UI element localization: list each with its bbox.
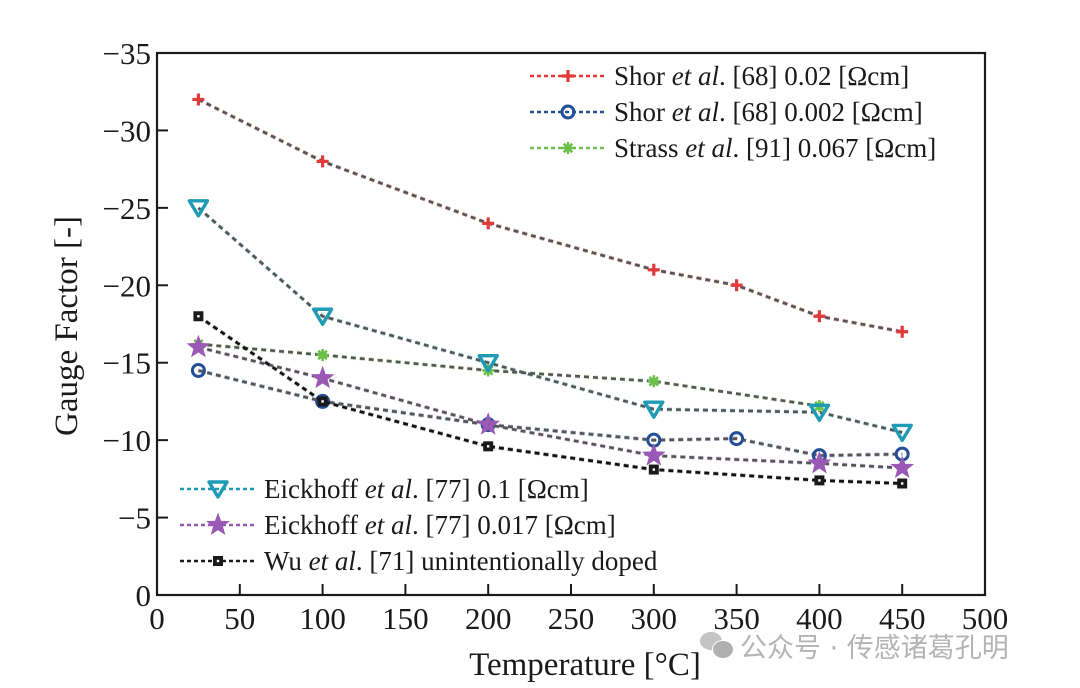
x-tick-label: 400 — [796, 601, 843, 636]
y-tick-label: 0 — [136, 578, 152, 613]
series-4 — [187, 199, 913, 443]
data-point — [316, 155, 329, 168]
data-point — [641, 443, 666, 466]
series-3 — [192, 338, 826, 413]
y-tick-label: −30 — [103, 113, 151, 148]
data-point — [647, 263, 660, 276]
data-point — [814, 475, 825, 486]
x-tick-label: 500 — [962, 601, 1009, 636]
legend-marker-star-icon — [206, 512, 230, 536]
x-tick-label: 250 — [548, 601, 595, 636]
x-axis: 0 50 100 150 200 250 300 350 400 450 500 — [149, 584, 1008, 636]
watermark: 公众号 · 传感诸葛孔明 — [700, 626, 1009, 665]
watermark-text: 公众号 · 传感诸葛孔明 — [740, 633, 1009, 664]
x-tick-label: 300 — [631, 601, 678, 636]
series-line-dash — [197, 315, 903, 485]
data-point — [193, 311, 204, 322]
x-tick-label: 100 — [299, 601, 346, 636]
data-point — [648, 464, 659, 475]
legend-marker-triangle-down-icon — [207, 480, 229, 499]
series-1 — [192, 93, 909, 338]
legend-label: Eickhoff et al. [77] 0.1 [Ωcm] — [264, 474, 589, 504]
legend-marker-plus-icon — [562, 70, 574, 82]
data-point — [647, 375, 660, 388]
data-point — [317, 396, 328, 407]
series-6 — [193, 311, 908, 489]
data-point — [807, 450, 832, 474]
data-point — [311, 307, 334, 326]
legend-entry: Strass et al. [91] 0.067 [Ωcm] — [530, 133, 936, 163]
legend-entry: Shor et al. [68] 0.02 [Ωcm] — [530, 61, 909, 91]
data-point — [190, 362, 206, 378]
legend-upper: Shor et al. [68] 0.02 [Ωcm] Shor et al. [… — [530, 61, 936, 163]
y-axis-title: Gauge Factor [-] — [49, 216, 85, 436]
x-tick-label: 450 — [879, 601, 926, 636]
y-tick-label: −35 — [103, 36, 151, 71]
legend-marker-circle-icon — [560, 104, 576, 120]
legend-marker-square-icon — [213, 556, 223, 566]
y-tick-label: −15 — [103, 346, 151, 381]
data-point — [890, 455, 915, 479]
data-point — [808, 403, 831, 422]
y-tick-label: −20 — [103, 268, 151, 303]
legend-entry: Eickhoff et al. [77] 0.1 [Ωcm] — [180, 474, 589, 504]
series-line-dash — [198, 345, 903, 470]
y-tick-label: −10 — [103, 423, 151, 458]
data-point — [316, 348, 329, 361]
series-5 — [186, 334, 915, 479]
legend-label: Shor et al. [68] 0.02 [Ωcm] — [614, 61, 909, 91]
legend-label: Eickhoff et al. [77] 0.017 [Ωcm] — [264, 510, 616, 540]
legend-marker-asterisk-icon — [562, 142, 574, 154]
data-point — [643, 400, 665, 419]
series-line-dash — [197, 206, 903, 434]
x-axis-title: Temperature [°C] — [469, 647, 701, 683]
data-point — [813, 310, 826, 323]
legend-label: Wu et al. [71] unintentionally doped — [264, 546, 658, 576]
legend-lower: Eickhoff et al. [77] 0.1 [Ωcm] Eickhoff e… — [180, 474, 658, 576]
data-point — [186, 334, 211, 358]
y-axis: 0 −5 −10 −15 −20 −25 −30 −35 — [103, 36, 168, 613]
data-point — [896, 325, 909, 338]
data-point — [315, 393, 331, 409]
x-tick-label: 350 — [713, 601, 760, 636]
legend-label: Strass et al. [91] 0.067 [Ωcm] — [614, 133, 936, 163]
legend-entry: Shor et al. [68] 0.002 [Ωcm] — [530, 97, 923, 127]
data-point — [476, 412, 501, 435]
x-tick-label: 200 — [465, 601, 512, 636]
series-2 — [190, 362, 910, 464]
series-line — [197, 314, 903, 486]
legend-label: Shor et al. [68] 0.002 [Ωcm] — [614, 97, 923, 127]
y-tick-label: −5 — [118, 501, 151, 536]
series-line-dash — [198, 342, 820, 408]
data-point — [729, 431, 745, 447]
data-point — [310, 365, 335, 389]
x-tick-label: 150 — [382, 601, 429, 636]
data-point — [483, 441, 494, 452]
wechat-icon — [700, 631, 734, 660]
data-point — [891, 423, 913, 443]
y-tick-label: −25 — [103, 191, 151, 226]
x-tick-label: 50 — [224, 601, 255, 636]
data-point — [192, 93, 205, 106]
data-point — [482, 217, 495, 230]
data-point — [897, 478, 908, 489]
data-point — [187, 199, 210, 218]
data-point — [477, 354, 499, 373]
legend-entry: Wu et al. [71] unintentionally doped — [180, 546, 658, 576]
data-point — [730, 279, 743, 292]
legend-entry: Eickhoff et al. [77] 0.017 [Ωcm] — [180, 510, 616, 540]
series-layer — [186, 93, 915, 489]
x-tick-label: 0 — [149, 601, 165, 636]
